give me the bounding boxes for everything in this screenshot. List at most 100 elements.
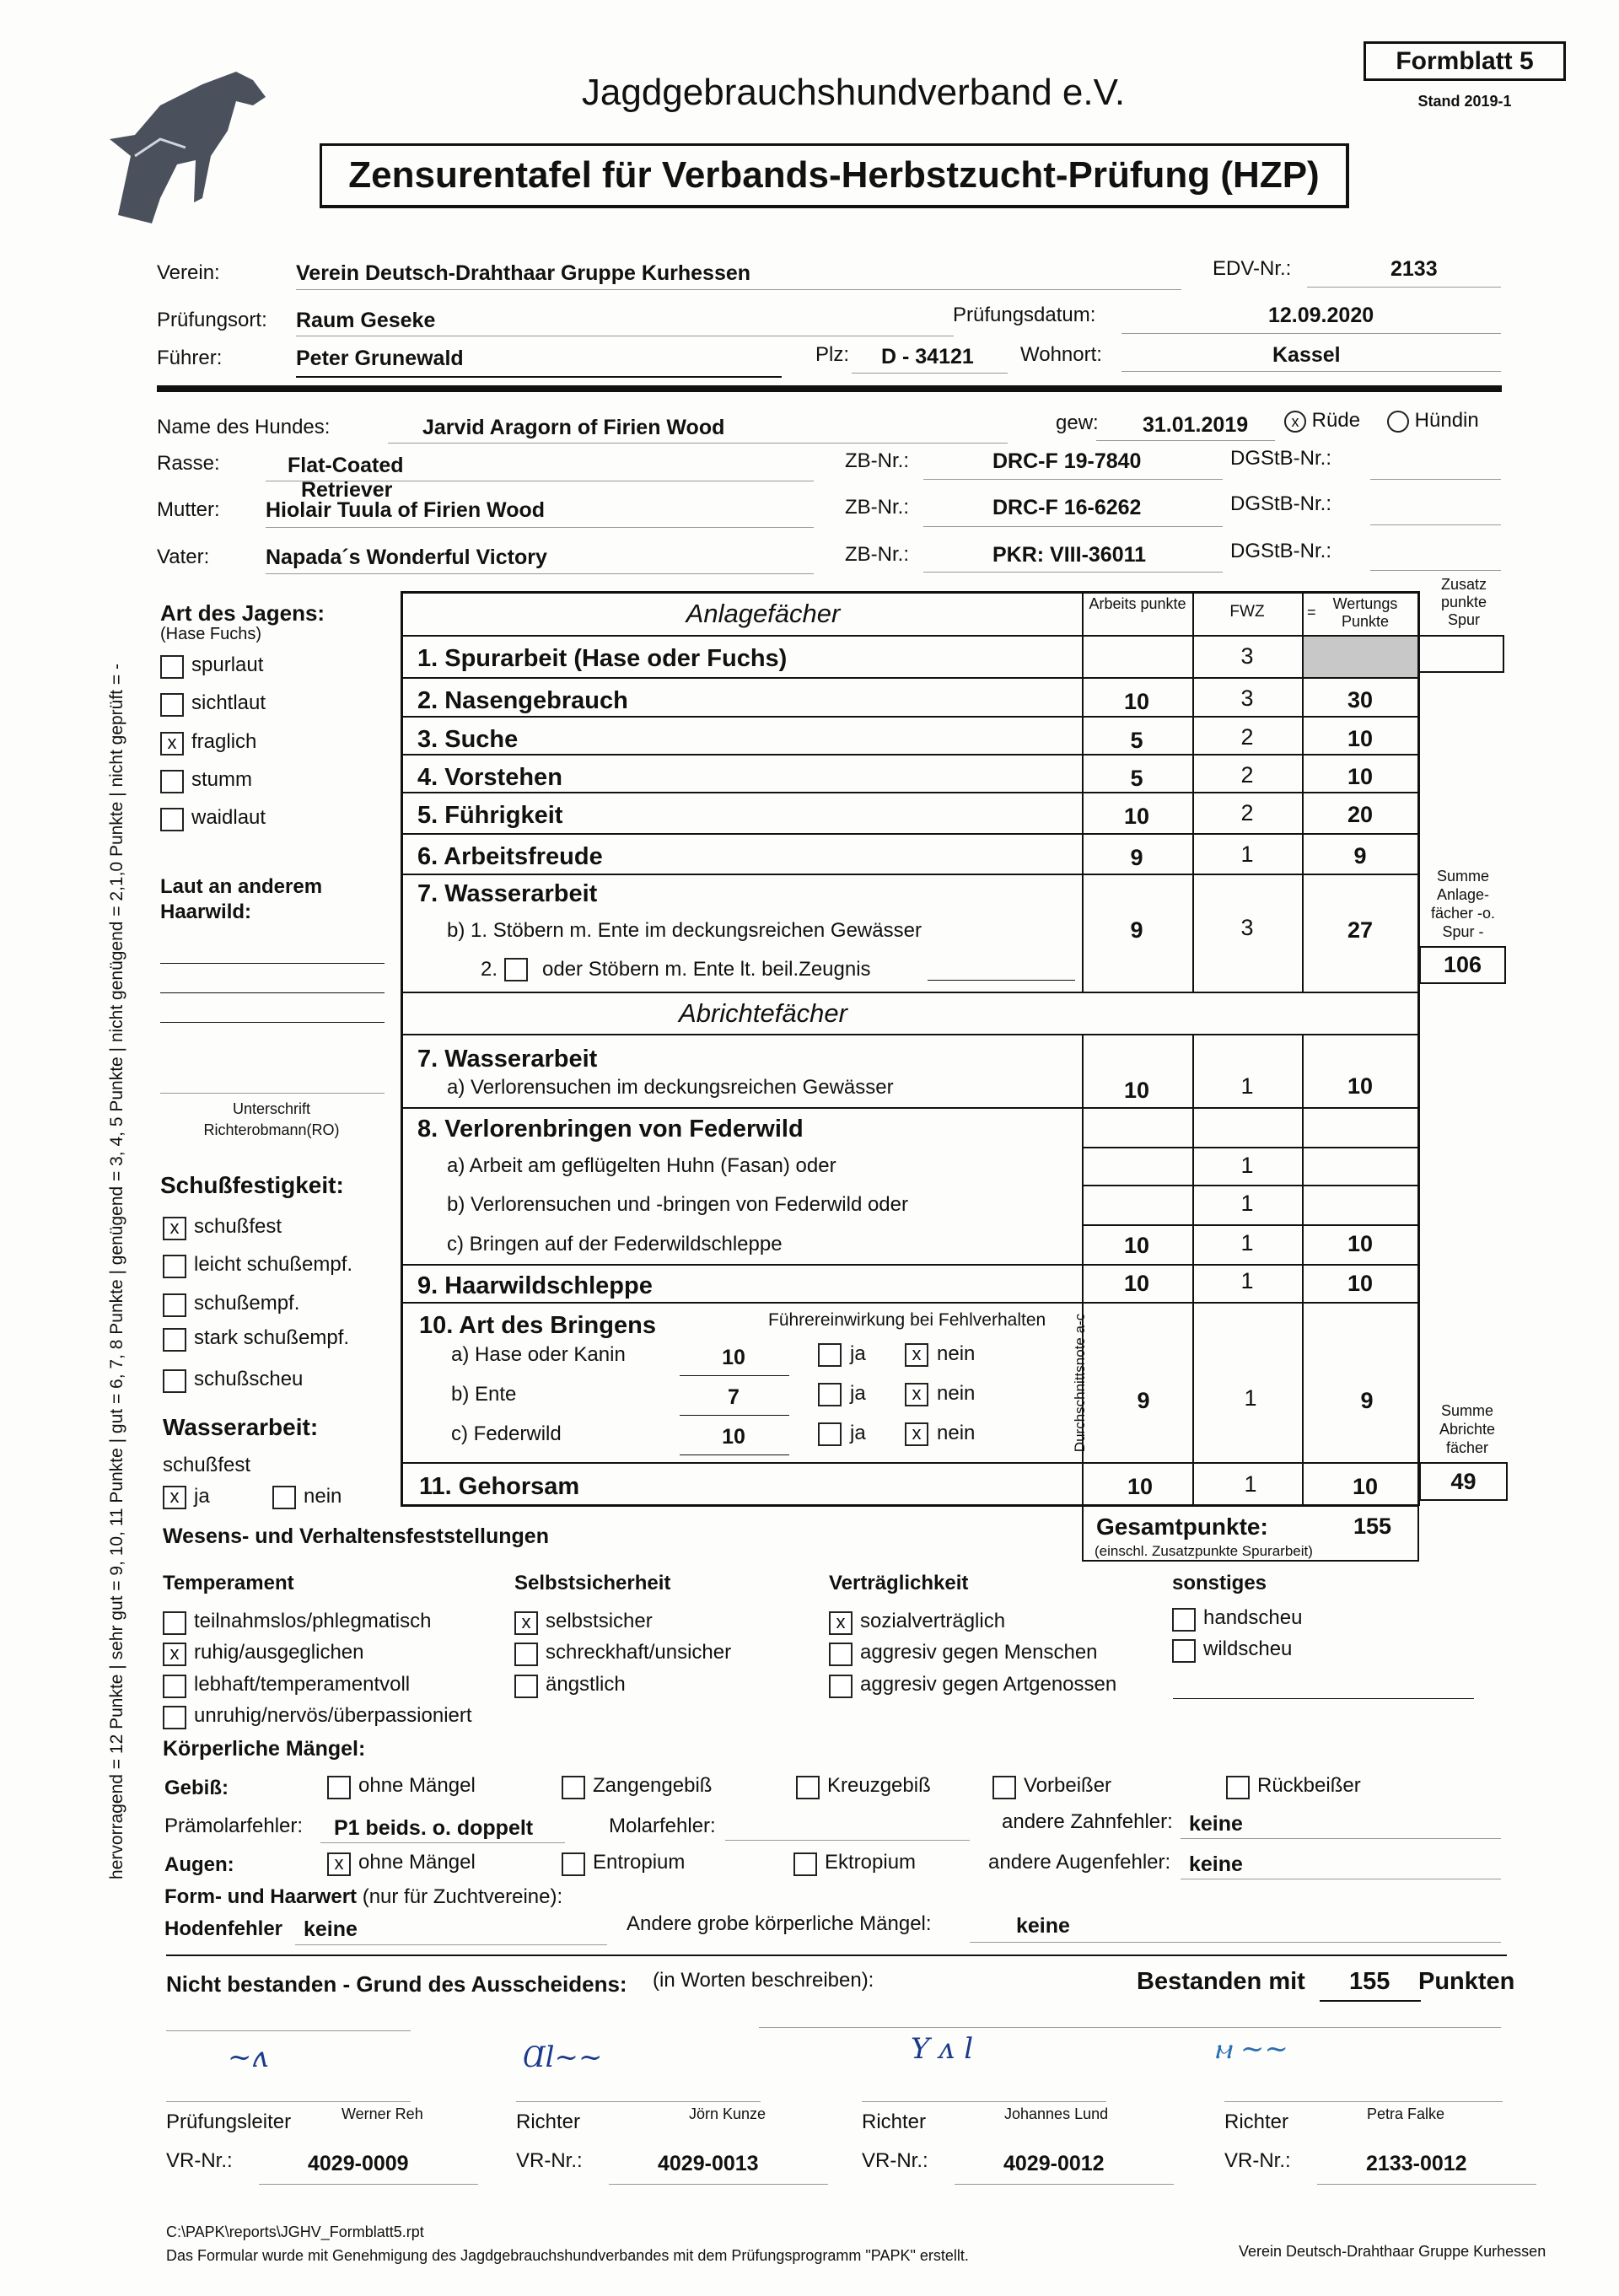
summe-anlage-value: 106 — [1419, 946, 1506, 984]
gebiss-label: Gebiß: — [164, 1777, 229, 1799]
wohnort-label: Wohnort: — [1020, 343, 1102, 366]
schuss-0-checkbox[interactable] — [163, 1217, 186, 1240]
selbst-1-checkbox[interactable] — [514, 1643, 538, 1666]
art-2-label: fraglich — [191, 730, 257, 753]
dog-name-label: Name des Hundes: — [157, 416, 331, 438]
schuss-2-label: schußempf. — [194, 1292, 300, 1315]
augen-0-label: ohne Mängel — [358, 1851, 476, 1874]
anlage-row-ap: 5 — [1130, 766, 1143, 791]
sonst-0-checkbox[interactable] — [1172, 1608, 1196, 1632]
ruede-radio[interactable]: x — [1284, 410, 1306, 433]
a10-ja-label: ja — [850, 1422, 866, 1444]
gesamt-label: Gesamtpunkte: — [1096, 1514, 1268, 1540]
vertrag-1-checkbox[interactable] — [829, 1643, 853, 1666]
wasser-ja-checkbox[interactable] — [163, 1486, 186, 1509]
vertrag-2-checkbox[interactable] — [829, 1675, 853, 1698]
a10-ja-checkbox[interactable] — [818, 1343, 842, 1367]
a8-label: 8. Verlorenbringen von Federwild — [417, 1116, 804, 1143]
anlage-row-wp: 10 — [1347, 764, 1374, 789]
nicht-bestanden-sub: (in Worten beschreiben): — [653, 1969, 874, 1992]
zb-label-mutter: ZB-Nr.: — [845, 496, 909, 519]
temperament-0-checkbox[interactable] — [163, 1611, 186, 1635]
temperament-1-checkbox[interactable] — [163, 1643, 186, 1666]
a10-nein-checkbox[interactable] — [905, 1343, 928, 1367]
anlage-row-fwz: 3 — [1240, 643, 1254, 669]
rasse-value-2: Retriever — [301, 478, 393, 502]
art-title: Art des Jagens: — [160, 600, 325, 626]
gebiss-4-checkbox[interactable] — [1226, 1776, 1250, 1799]
anlage-row-ap: 9 — [1130, 845, 1143, 870]
anlage-row-label: 6. Arbeitsfreude — [417, 843, 603, 870]
a10-ja-checkbox[interactable] — [818, 1422, 842, 1446]
a8-b-fwz: 1 — [1240, 1191, 1254, 1216]
anlage-header: Anlagefächer — [686, 599, 841, 628]
vertrag-0-checkbox[interactable] — [829, 1611, 853, 1635]
augen-andere-label: andere Augenfehler: — [988, 1851, 1171, 1874]
anlage-row-fwz: 2 — [1240, 800, 1254, 825]
anlage-row-label: 1. Spurarbeit (Hase oder Fuchs) — [417, 645, 788, 672]
a8-a: a) Arbeit am geflügelten Huhn (Fasan) od… — [447, 1154, 836, 1177]
zb-vater-value: PKR: VIII-36011 — [992, 543, 1147, 567]
wasser-nein-checkbox[interactable] — [272, 1486, 296, 1509]
schuss-3-checkbox[interactable] — [163, 1328, 186, 1352]
gebiss-1-checkbox[interactable] — [562, 1776, 585, 1799]
footer-path: C:\PAPK\reports\JGHV_Formblatt5.rpt — [166, 2223, 424, 2240]
zusatz-spur-cell[interactable] — [1419, 635, 1504, 673]
zb-dog-value: DRC-F 19-7840 — [992, 449, 1142, 473]
radio-ruede[interactable]: x Rüde — [1284, 409, 1360, 433]
anlage-row-label: 5. Führigkeit — [417, 802, 563, 829]
w7-wp: 27 — [1347, 917, 1374, 943]
temperament-2-checkbox[interactable] — [163, 1675, 186, 1698]
art-1-checkbox[interactable] — [160, 693, 184, 717]
art-0-checkbox[interactable] — [160, 655, 184, 679]
gebiss-0-checkbox[interactable] — [327, 1776, 351, 1799]
a10-nein-checkbox[interactable] — [905, 1383, 928, 1406]
w7-fwz: 3 — [1240, 915, 1254, 940]
wasser-title: Wasserarbeit: — [163, 1414, 319, 1440]
schuss-4-label: schußscheu — [194, 1368, 304, 1390]
anlage-row-fwz: 3 — [1240, 686, 1254, 711]
footer-club: Verein Deutsch-Drahthaar Gruppe Kurhesse… — [1239, 2243, 1546, 2260]
a9-wp: 10 — [1347, 1271, 1374, 1296]
form-number: Formblatt 5 — [1364, 41, 1566, 81]
gebiss-3-checkbox[interactable] — [992, 1776, 1016, 1799]
wasser-subtitle: schußfest — [163, 1454, 251, 1476]
summe-abrichte-label: Summe Abrichte fächer — [1439, 1402, 1496, 1456]
ort-label: Prüfungsort: — [157, 309, 267, 331]
schuss-4-checkbox[interactable] — [163, 1369, 186, 1393]
art-3-checkbox[interactable] — [160, 770, 184, 793]
art-4-label: waidlaut — [191, 806, 266, 829]
a10-nein-checkbox[interactable] — [905, 1422, 928, 1446]
anlage-row-fwz: 2 — [1240, 762, 1254, 788]
temperament-3-checkbox[interactable] — [163, 1706, 186, 1729]
selbst-title: Selbstsicherheit — [514, 1572, 671, 1594]
augen-2-label: Ektropium — [825, 1851, 917, 1874]
gebiss-1-label: Zangengebiß — [593, 1774, 713, 1797]
vertrag-title: Verträglichkeit — [829, 1572, 969, 1594]
unterschrift-label: Unterschrift — [232, 1100, 311, 1117]
temperament-0-label: teilnahmslos/phlegmatisch — [194, 1610, 432, 1632]
a7-wp: 10 — [1347, 1073, 1374, 1099]
augen-2-checkbox[interactable] — [793, 1852, 817, 1876]
a7-sub: a) Verlorensuchen im deckungsreichen Gew… — [447, 1076, 894, 1099]
bestanden-value: 155 — [1349, 1968, 1390, 1995]
sonst-1-checkbox[interactable] — [1172, 1639, 1196, 1663]
art-2-checkbox[interactable] — [160, 732, 184, 755]
augen-1-checkbox[interactable] — [562, 1852, 585, 1876]
huendin-radio[interactable] — [1387, 410, 1409, 433]
selbst-2-checkbox[interactable] — [514, 1675, 538, 1698]
augen-0-checkbox[interactable] — [327, 1852, 351, 1876]
edv-value: 2133 — [1390, 257, 1438, 281]
schuss-2-checkbox[interactable] — [163, 1293, 186, 1317]
w7-b2-checkbox[interactable] — [504, 958, 528, 981]
gebiss-2-checkbox[interactable] — [796, 1776, 820, 1799]
radio-huendin[interactable]: Hündin — [1387, 409, 1479, 433]
plz-value: D - 34121 — [881, 345, 974, 368]
a8-c: c) Bringen auf der Federwildschleppe — [447, 1233, 783, 1256]
a11-label: 11. Gehorsam — [419, 1473, 580, 1500]
schuss-1-checkbox[interactable] — [163, 1255, 186, 1278]
selbst-0-checkbox[interactable] — [514, 1611, 538, 1635]
praemolar-value: P1 beids. o. doppelt — [334, 1816, 534, 1840]
art-4-checkbox[interactable] — [160, 808, 184, 831]
a10-ja-checkbox[interactable] — [818, 1383, 842, 1406]
